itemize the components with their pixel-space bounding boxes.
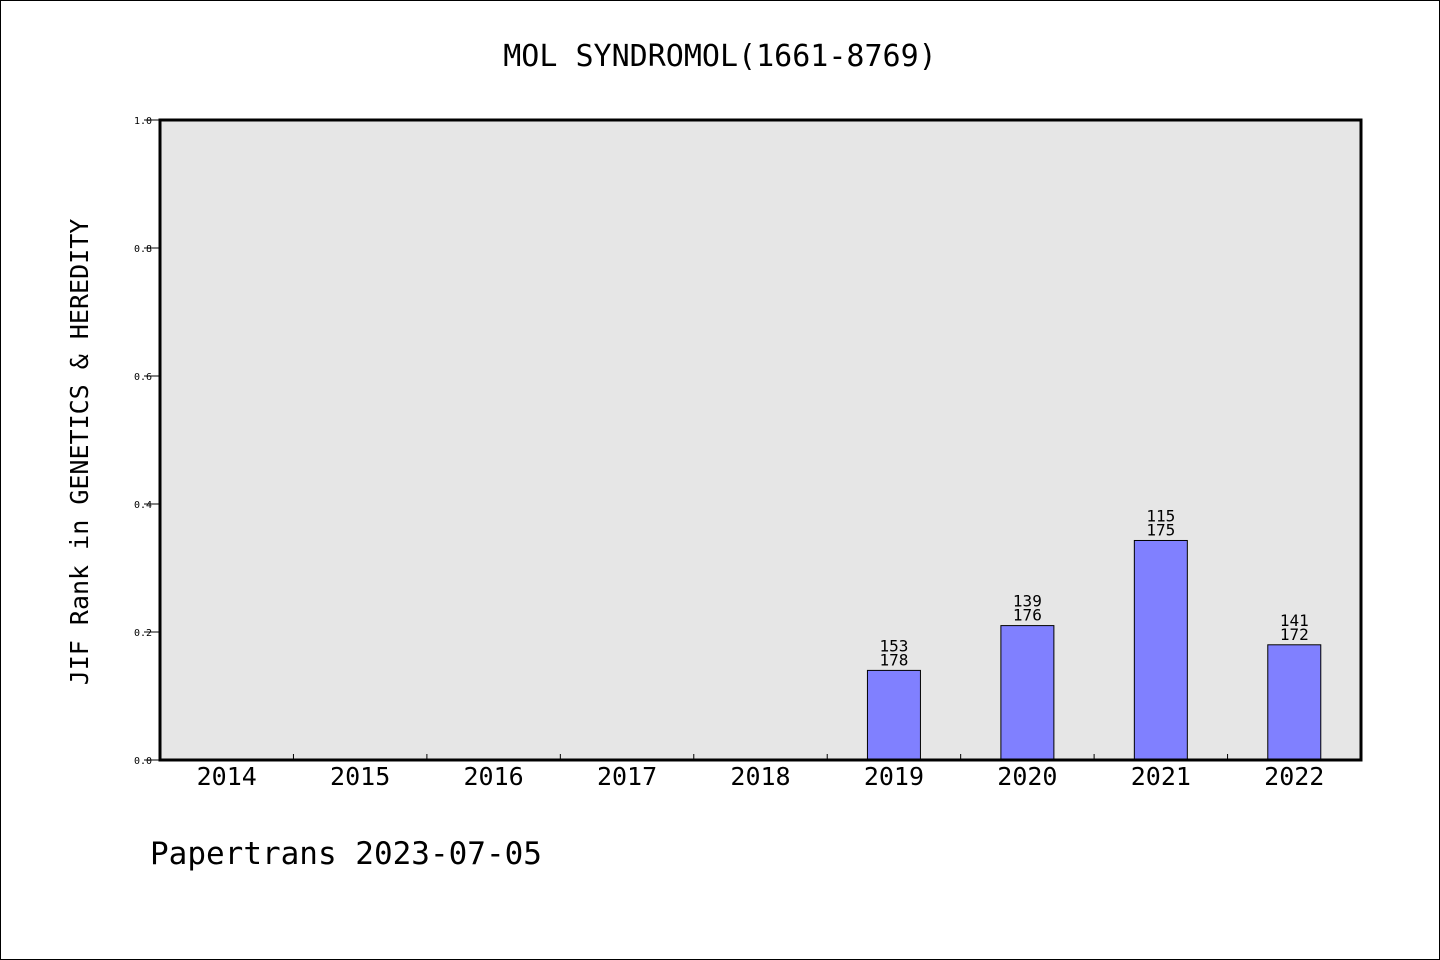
y-tick-label: 0.8 [134,244,152,255]
y-tick-label: 0.0 [134,756,152,767]
x-tick-label: 2019 [864,762,924,791]
bar-rank-label: 141 [1280,611,1309,630]
x-tick-label: 2014 [197,762,257,791]
bar-total-label: 172 [1280,625,1309,644]
x-tick-label: 2018 [730,762,790,791]
bar-rank-label: 115 [1146,506,1175,525]
chart-title: MOL SYNDROMOL(1661-8769) [503,39,936,74]
bar-rank-label: 153 [879,636,908,655]
bar-total-label: 176 [1013,606,1042,625]
bar [866,669,921,761]
y-tick-label: 0.2 [134,628,152,639]
x-tick-label: 2016 [464,762,524,791]
x-tick-label: 2020 [997,762,1057,791]
y-tick-label: 1.0 [134,116,152,127]
bar [1133,539,1188,761]
x-tick-label: 2015 [330,762,390,791]
plot-border [158,118,1363,762]
y-axis-label: JIF Rank in GENETICS & HEREDITY [65,219,94,686]
x-tick-label: 2017 [597,762,657,791]
y-tick-label: 0.4 [134,500,152,511]
x-tick-label: 2021 [1131,762,1191,791]
bar-total-label: 175 [1146,520,1175,539]
bar-total-label: 178 [879,650,908,669]
bar [1000,625,1055,761]
footer-text: Papertrans 2023-07-05 [150,836,542,872]
x-tick-label: 2022 [1264,762,1324,791]
ticks-layer: 0.0 0.2 0.4 0.6 0.8 1.0 2014 2015 2016 2017 2018 20… [134,116,1324,791]
y-tick-label: 0.6 [134,372,152,383]
bar [1267,644,1322,761]
bar-rank-label: 139 [1013,592,1042,611]
